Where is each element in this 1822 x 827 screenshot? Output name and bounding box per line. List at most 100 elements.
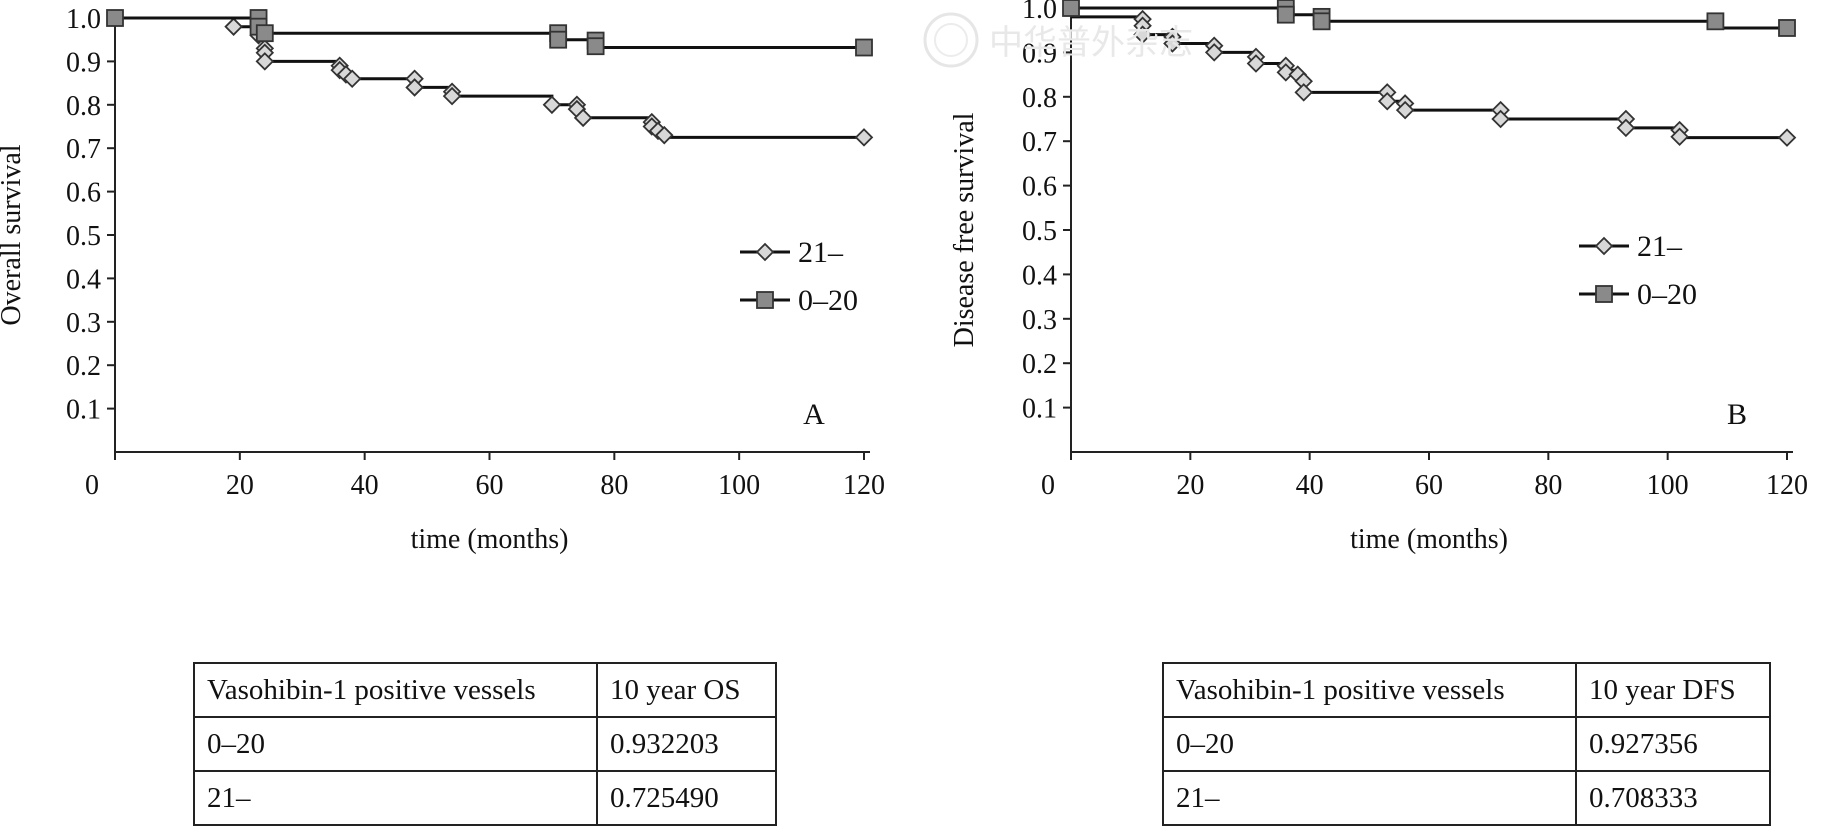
table-header-row: Vasohibin-1 positive vessels 10 year OS [193, 662, 777, 718]
censor-marker-diamond [255, 52, 275, 71]
panel-b: 0.1 0.2 0.3 0.4 0.5 0.6 0.7 0.8 0.9 1.0 0 20 40 60 80 1… [911, 0, 1822, 827]
x-tick-label: 100 [718, 470, 760, 501]
censor-marker-square [549, 30, 568, 49]
censor-marker-diamond [1294, 83, 1313, 102]
x-tick-label: 0 [1041, 470, 1055, 501]
watermark-text: 中华普外杂志 [989, 23, 1193, 63]
censor-marker-diamond [342, 69, 362, 89]
y-tick-label: 0.1 [1022, 394, 1057, 425]
censor-marker-diamond [405, 78, 424, 97]
survival-step-line [115, 16, 864, 49]
y-tick-label: 0.4 [1022, 260, 1057, 291]
table-row: 0–20 0.927356 [1162, 716, 1771, 772]
censor-marker-diamond [854, 128, 874, 147]
series-low-group [1062, 0, 1796, 37]
x-axis-title: time (months) [1350, 524, 1508, 555]
x-tick-label: 60 [1415, 470, 1443, 501]
panel-label: B [1727, 398, 1747, 431]
table-cell: 0.725490 [596, 770, 777, 826]
censor-marker-diamond [1777, 128, 1797, 147]
legend-marker-diamond [1594, 236, 1614, 256]
table-cell: 0–20 [1162, 716, 1577, 772]
table-cell: 0.932203 [596, 716, 777, 772]
y-tick-label: 0.8 [66, 91, 101, 122]
x-tick-label: 40 [351, 470, 379, 501]
censor-marker-diamond [442, 86, 462, 106]
censor-marker-diamond [542, 95, 562, 115]
table-header-row: Vasohibin-1 positive vessels 10 year DFS [1162, 662, 1771, 718]
censor-marker-diamond [1204, 43, 1224, 62]
x-tick-label: 40 [1296, 470, 1324, 501]
series-low-group [106, 9, 873, 57]
os-table: Vasohibin-1 positive vessels 10 year OS … [193, 662, 777, 826]
censor-marker-square [1276, 5, 1295, 24]
y-tick-label: 1.0 [1022, 0, 1057, 25]
x-tick-label: 20 [1176, 470, 1204, 501]
y-tick-label: 0.3 [66, 308, 101, 339]
censor-marker-diamond [1670, 127, 1689, 147]
censor-marker-square [255, 24, 274, 43]
panel-label: A [803, 398, 825, 431]
censor-marker-square [586, 37, 605, 56]
y-axis-title: Disease free survival [949, 112, 980, 347]
censor-marker-diamond [654, 125, 674, 145]
y-tick-label: 0.9 [66, 47, 101, 78]
legend-label: 21– [798, 236, 844, 269]
censor-marker-square [1778, 19, 1796, 37]
y-tick-label: 0.6 [1022, 172, 1057, 203]
censor-marker-square [1062, 0, 1080, 17]
legend-marker-square [1595, 285, 1613, 303]
y-tick-label: 0.1 [66, 395, 101, 426]
y-tick-label: 0.2 [66, 351, 101, 382]
x-tick-label: 20 [226, 470, 254, 501]
table-row: 0–20 0.932203 [193, 716, 777, 772]
legend-label: 21– [1637, 230, 1683, 263]
os-chart: 0.1 0.2 0.3 0.4 0.5 0.6 0.7 0.8 0.9 1.0 0 20 40 60 80 1… [0, 4, 885, 555]
censor-marker-diamond [1163, 34, 1182, 53]
x-tick-label: 60 [476, 470, 504, 501]
y-tick-label: 0.9 [1022, 38, 1057, 69]
dfs-chart: 0.1 0.2 0.3 0.4 0.5 0.6 0.7 0.8 0.9 1.0 0 20 40 60 80 1… [949, 0, 1808, 555]
table-header-cell: Vasohibin-1 positive vessels [1162, 662, 1577, 718]
dfs-table: Vasohibin-1 positive vessels 10 year DFS… [1162, 662, 1771, 826]
panel-a: 0.1 0.2 0.3 0.4 0.5 0.6 0.7 0.8 0.9 1.0 0 20 40 60 80 1… [0, 4, 885, 826]
y-axis-title: Overall survival [0, 144, 27, 325]
x-tick-label: 80 [600, 470, 628, 501]
table-row: 21– 0.725490 [193, 770, 777, 826]
y-tick-label: 0.8 [1022, 83, 1057, 114]
table-header-cell: Vasohibin-1 positive vessels [193, 662, 598, 718]
censor-marker-diamond [1395, 100, 1415, 120]
legend-marker-diamond [755, 242, 775, 262]
survival-step-line [115, 16, 864, 139]
legend-marker-square [756, 291, 774, 309]
x-tick-label: 0 [85, 470, 99, 501]
censor-marker-square [855, 38, 873, 57]
censor-marker-diamond [224, 17, 243, 36]
legend: 21– 0–20 [740, 236, 858, 317]
series-high-group [115, 16, 874, 147]
censor-marker-diamond [1616, 118, 1636, 138]
censor-marker-square [1312, 12, 1331, 31]
legend-label: 0–20 [798, 284, 858, 317]
watermark-logo: 中华普外杂志 [923, 12, 1193, 68]
y-tick-label: 0.3 [1022, 305, 1057, 336]
censor-marker-square [1706, 12, 1725, 31]
censor-marker-diamond [1491, 109, 1510, 129]
censor-marker-diamond [1133, 25, 1152, 44]
table-header-cell: 10 year DFS [1575, 662, 1771, 718]
x-tick-label: 100 [1647, 470, 1689, 501]
table-header-cell: 10 year OS [596, 662, 777, 718]
table-row: 21– 0.708333 [1162, 770, 1771, 826]
x-tick-label: 120 [843, 470, 885, 501]
y-tick-label: 0.4 [66, 264, 101, 295]
table-cell: 0.927356 [1575, 716, 1771, 772]
y-tick-label: 0.7 [66, 134, 101, 165]
table-cell: 21– [193, 770, 598, 826]
table-cell: 0–20 [193, 716, 598, 772]
legend-label: 0–20 [1637, 278, 1697, 311]
censor-marker-diamond [573, 108, 593, 128]
censor-marker-diamond [1246, 54, 1266, 73]
y-tick-label: 0.2 [1022, 349, 1057, 380]
x-tick-label: 80 [1534, 470, 1562, 501]
series-high-group [1071, 9, 1797, 147]
